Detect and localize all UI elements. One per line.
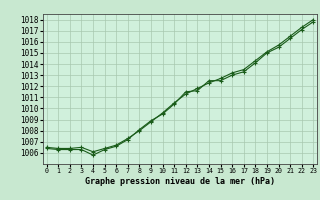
X-axis label: Graphe pression niveau de la mer (hPa): Graphe pression niveau de la mer (hPa) [85,177,275,186]
